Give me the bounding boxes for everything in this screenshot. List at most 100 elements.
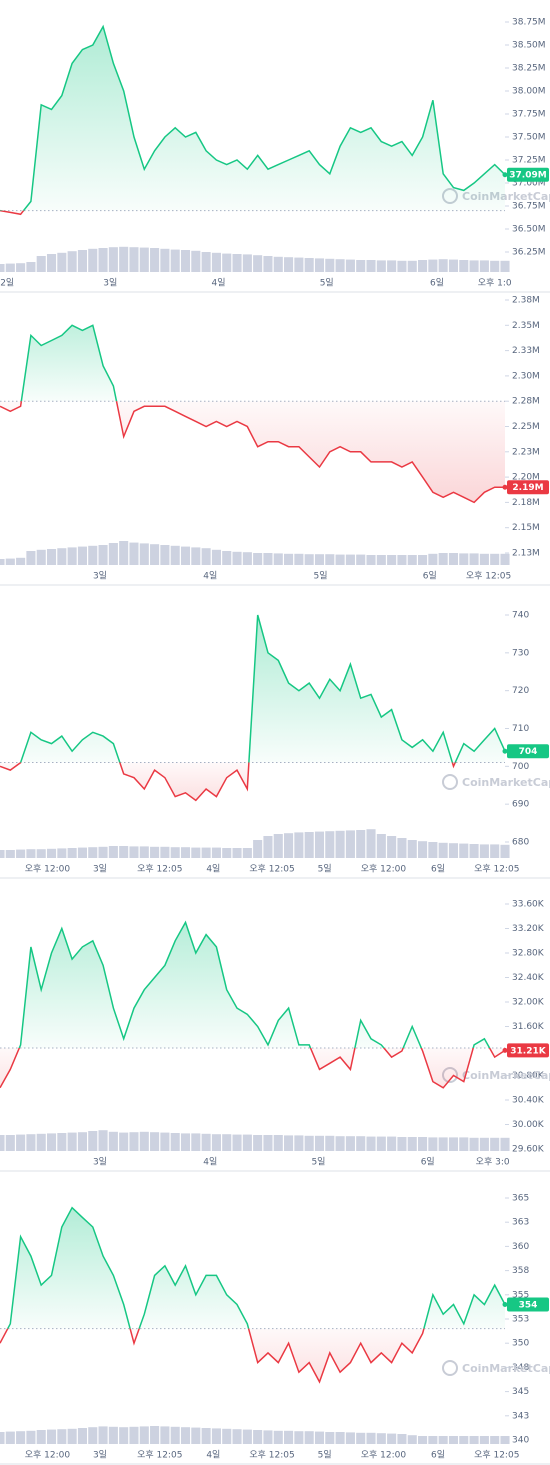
volume-bar: [16, 1134, 26, 1151]
volume-bar: [222, 1134, 232, 1151]
volume-bar: [418, 555, 428, 565]
volume-bar: [57, 548, 67, 565]
volume-bar: [314, 831, 325, 858]
area-above: [0, 615, 505, 763]
volume-bar: [77, 847, 87, 858]
x-tick-label: 6일: [430, 278, 444, 289]
volume-bar: [325, 1432, 335, 1444]
volume-bar: [479, 260, 489, 272]
area-below: [0, 401, 505, 503]
volume-bar: [150, 1426, 160, 1444]
volume-bar: [376, 1433, 386, 1444]
watermark-logo: [442, 1360, 458, 1376]
volume-bar: [345, 259, 355, 272]
x-tick-label: 2일: [0, 278, 14, 289]
x-tick-label: 6일: [431, 864, 445, 875]
volume-bar: [284, 553, 294, 565]
volume-bar: [139, 846, 149, 858]
volume-bar: [139, 1131, 149, 1151]
watermark: CoinMarketCap: [462, 1362, 550, 1375]
volume-bar: [469, 1137, 479, 1151]
volume-bar: [119, 541, 129, 565]
volume-bar: [170, 1133, 180, 1151]
x-tick-label: 오후 12:05: [137, 1450, 182, 1461]
volume-bar: [108, 1131, 118, 1151]
volume-bar: [479, 844, 489, 858]
volume-bar: [67, 1428, 77, 1444]
volume-bar: [46, 1133, 57, 1151]
chart-panel: 38.75M 38.50M 38.25M 38.00M 37.75M 37.50M 37.2…: [0, 18, 550, 293]
volume-bar: [36, 849, 46, 858]
volume-bar: [448, 843, 459, 858]
y-tick-label: 690: [512, 800, 529, 810]
volume-bar: [57, 1133, 67, 1151]
volume-bar: [211, 1134, 221, 1151]
volume-bar: [356, 554, 366, 565]
volume-bar: [335, 830, 345, 858]
volume-bar: [170, 1426, 180, 1444]
volume-bar: [366, 260, 376, 272]
y-tick-label: 33.20K: [512, 924, 545, 934]
volume-bar: [407, 1435, 417, 1444]
volume-bar: [201, 252, 211, 272]
volume-bar: [98, 1130, 108, 1151]
volume-bar: [180, 250, 191, 272]
volume-bar: [5, 850, 15, 858]
volume-bar: [119, 846, 129, 858]
volume-bar: [428, 842, 438, 858]
volume-bar: [418, 841, 428, 858]
price-line-up: [19, 614, 506, 763]
y-tick-label: 2.23M: [512, 447, 540, 457]
volume-bar: [57, 848, 67, 858]
volume-bar: [16, 849, 26, 858]
volume-bar: [191, 547, 201, 565]
x-tick-label: 오후 1:0: [478, 278, 512, 289]
current-label: 37.09M: [509, 171, 546, 181]
y-tick-label: 348: [512, 1363, 529, 1373]
price-line-up: [20, 324, 118, 402]
y-tick-label: 31.60K: [512, 1022, 545, 1032]
volume-bar: [253, 1430, 263, 1444]
volume-bar: [242, 254, 252, 272]
volume-bar: [0, 1135, 5, 1151]
y-tick-label: 720: [512, 686, 529, 696]
volume-bar: [5, 263, 15, 272]
volume-bar: [180, 1427, 191, 1444]
volume-bar: [438, 553, 448, 565]
volume-bar: [418, 260, 428, 272]
volume-bar: [108, 846, 118, 858]
x-tick-label: 4일: [206, 1450, 220, 1461]
volume-bar: [448, 1137, 459, 1151]
y-tick-label: 32.00K: [512, 998, 545, 1008]
volume-bar: [150, 544, 160, 565]
volume-bar: [345, 1136, 355, 1151]
volume-bar: [325, 831, 335, 858]
volume-bar: [263, 836, 273, 858]
volume-bar: [36, 1430, 46, 1444]
volume-bar: [46, 1429, 57, 1444]
volume-bar: [242, 1429, 252, 1444]
volume-bar: [387, 836, 397, 858]
current-label-box: [507, 1043, 549, 1058]
volume-bar: [36, 256, 46, 272]
volume-bar: [325, 554, 335, 565]
volume-bar: [304, 1431, 314, 1444]
volume-bar: [211, 252, 221, 272]
volume-bar: [345, 1432, 355, 1444]
y-tick-label: 2.33M: [512, 346, 540, 356]
volume-bar: [139, 543, 149, 565]
volume-bar: [490, 260, 500, 272]
volume-bar: [469, 260, 479, 272]
volume-bar: [77, 1132, 87, 1151]
volume-bar: [160, 1132, 170, 1151]
x-tick-label: 3일: [93, 864, 107, 875]
y-tick-label: 2.18M: [512, 498, 540, 508]
volume-bar: [387, 260, 397, 272]
y-tick-label: 730: [512, 648, 529, 658]
volume-bar: [294, 1431, 304, 1444]
volume-bar: [77, 546, 87, 565]
volume-bar: [170, 249, 180, 272]
current-dot: [502, 1047, 508, 1053]
y-tick-label: 30.80K: [512, 1071, 545, 1081]
volume-bar: [211, 1428, 221, 1444]
